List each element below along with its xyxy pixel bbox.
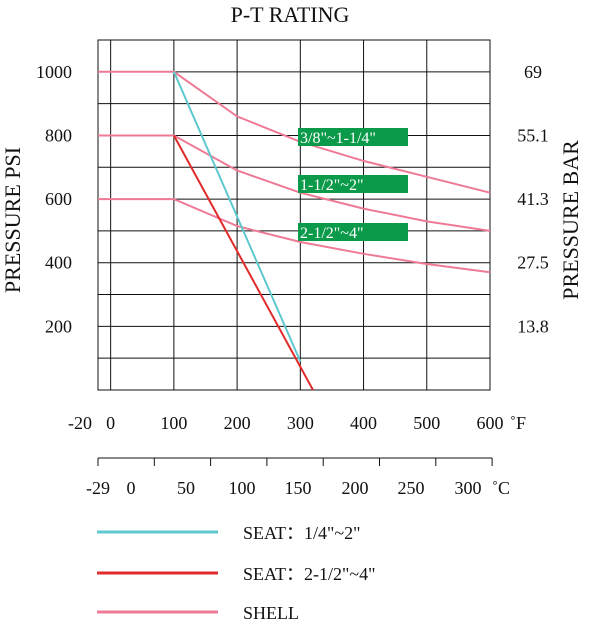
shell-line-small [98,70,491,194]
y-tick-right-label: 69 [524,62,542,82]
x-tick-fahrenheit-label: 500 [413,413,440,433]
seat-line-large [173,135,314,391]
x-tick-celsius-label: 100 [229,478,256,498]
size-label-text: 3/8"~1-1/4" [300,130,376,147]
y-tick-left-label: 200 [45,316,72,336]
plot-frame [97,39,491,391]
x-tick-fahrenheit-label: 0 [106,413,115,433]
size-label-box [298,128,408,146]
shell-line-medium [98,134,491,232]
x-tick-celsius-label: 200 [342,478,369,498]
x-unit-fahrenheit: ˚F [510,413,526,433]
legend-label: SEAT：2-1/2"~4" [243,564,375,584]
shell-line-large [98,198,491,274]
legend-label: SEAT：1/4"~2" [243,523,360,543]
y-tick-right-label: 27.5 [517,253,549,273]
plot-grid [97,39,491,391]
legend-label: SHELL [243,603,299,621]
x-tick-celsius-label: 0 [127,478,136,498]
size-label-box [298,175,408,193]
chart-legend: SEAT：1/4"~2" SEAT：2-1/2"~4" SHELL [97,523,375,621]
x-tick-fahrenheit-label: 200 [224,413,251,433]
size-label-box [298,223,408,241]
y-axis-right-label: PRESSURE BAR [558,140,583,300]
y-axis-left-label: PRESSURE PSI [0,147,25,293]
chart-title: P-T RATING [231,2,350,27]
size-label-text: 2-1/2"~4" [300,225,364,242]
x-tick-celsius-label: 150 [285,478,312,498]
x-tick-celsius-label: 250 [398,478,425,498]
seat-line-small [172,71,302,362]
y-tick-left-label: 600 [45,189,72,209]
x-tick-fahrenheit-label: 100 [160,413,187,433]
x-tick-fahrenheit-label: 400 [350,413,377,433]
x-tick-fahrenheit-label: -20 [68,413,92,433]
x-tick-celsius-label: 300 [455,478,482,498]
y-tick-left-label: 400 [45,253,72,273]
y-tick-right-label: 13.8 [517,316,549,336]
x-tick-celsius-label: 50 [177,478,195,498]
x-tick-celsius-label: -29 [86,478,110,498]
y-tick-right-label: 55.1 [517,125,549,145]
size-label-text: 1-1/2"~2" [300,177,364,194]
x-unit-celsius: ˚C [492,478,510,498]
size-label-boxes: 3/8"~1-1/4" 1-1/2"~2" 2-1/2"~4" [298,128,408,242]
y-tick-left-label: 800 [45,125,72,145]
x-tick-fahrenheit-label: 300 [287,413,314,433]
y-tick-right-label: 41.3 [517,189,549,209]
x-tick-fahrenheit-label: 600 [477,413,504,433]
y-tick-left-label: 1000 [36,62,72,82]
